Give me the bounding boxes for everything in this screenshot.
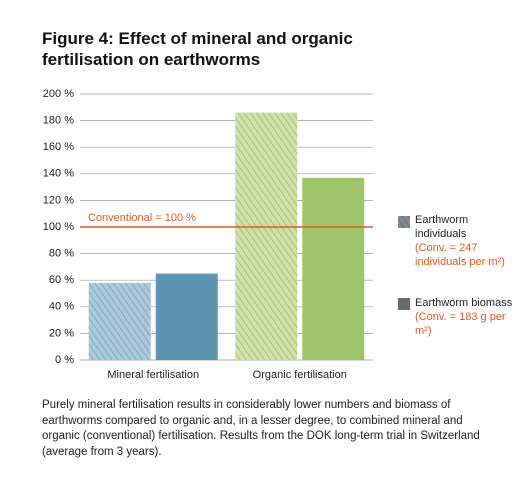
x-tick-label: Organic fertilisation (253, 369, 347, 381)
bar (235, 112, 298, 361)
legend-note: (Conv. = 183 g per m²) (415, 311, 506, 337)
y-tick-label: 180 % (43, 115, 74, 127)
legend-entry: Earthworm biomass (Conv. = 183 g per m²) (415, 296, 515, 338)
y-tick-label: 120 % (43, 194, 74, 206)
y-tick-label: 160 % (43, 141, 74, 153)
y-tick-label: 0 % (55, 354, 74, 366)
caption: Purely mineral fertilisation results in … (42, 399, 480, 458)
legend-label: Earthworm biomass (415, 297, 513, 309)
legend-entry: Earthworm individuals (Conv. = 247 indivi… (415, 213, 515, 269)
legend-swatch (398, 298, 410, 310)
bar (88, 282, 151, 360)
reference-label: Conventional = 100 % (88, 212, 196, 224)
legend-swatch (398, 216, 410, 228)
y-tick-label: 80 % (49, 248, 74, 260)
y-tick-label: 20 % (49, 327, 74, 339)
x-tick-label: Mineral fertilisation (107, 369, 199, 381)
y-tick-label: 60 % (49, 274, 74, 286)
y-tick-label: 40 % (49, 301, 74, 313)
bar (302, 177, 365, 360)
y-tick-label: 200 % (43, 88, 74, 100)
legend-note: (Conv. = 247 individuals per m²) (415, 242, 505, 268)
bar (155, 273, 218, 360)
legend-label: Earthworm individuals (415, 214, 469, 240)
chart-title: Figure 4: Effect of mineral and organic … (42, 29, 353, 69)
y-tick-label: 140 % (43, 168, 74, 180)
y-tick-label: 100 % (43, 221, 74, 233)
